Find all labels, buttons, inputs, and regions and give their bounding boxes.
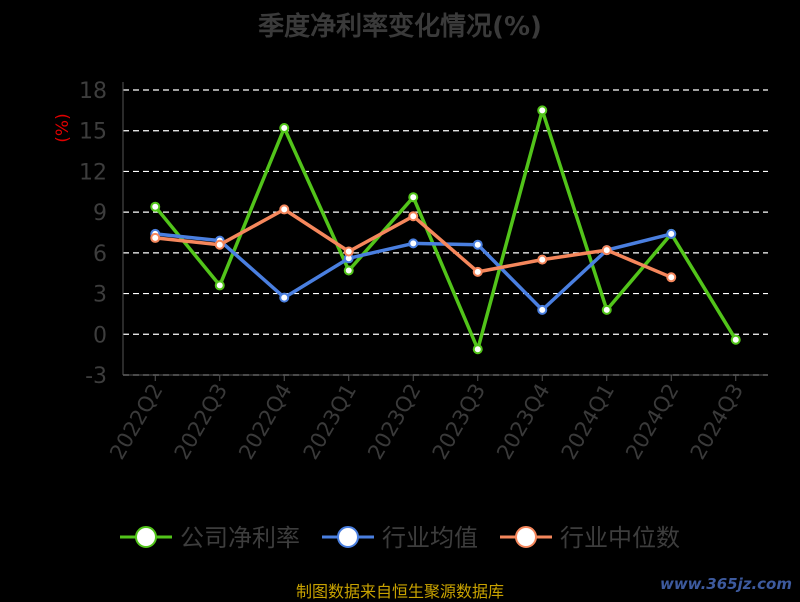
data-point (214, 280, 225, 291)
data-point (601, 245, 612, 256)
x-tick-label: 2022Q4 (234, 380, 296, 464)
data-point (537, 304, 548, 315)
x-tick-label: 2024Q2 (621, 380, 683, 464)
data-point (408, 211, 419, 222)
data-point (666, 228, 677, 239)
legend-marker (515, 526, 537, 548)
data-point (730, 334, 741, 345)
legend-marker (337, 526, 359, 548)
data-point (150, 232, 161, 243)
chart-title: 季度净利率变化情况(%) (258, 12, 542, 42)
y-tick-label: 12 (79, 160, 107, 185)
data-point (408, 192, 419, 203)
data-point (472, 239, 483, 250)
data-point (343, 246, 354, 257)
x-tick-label: 2024Q1 (557, 380, 619, 464)
watermark: www.365jz.com (659, 575, 792, 593)
x-tick-label: 2024Q3 (686, 380, 748, 464)
data-point (537, 254, 548, 265)
y-tick-label: 18 (79, 79, 107, 104)
legend: 公司净利率 行业均值 行业中位数 (120, 524, 680, 552)
legend-marker (135, 526, 157, 548)
y-tick-label: 9 (93, 201, 107, 226)
data-point (666, 272, 677, 283)
x-tick-label: 2022Q3 (170, 380, 232, 464)
data-point (343, 265, 354, 276)
data-point (472, 344, 483, 355)
series-line-1 (153, 108, 738, 351)
data-point (214, 239, 225, 250)
data-point (150, 201, 161, 212)
x-tick-label: 2023Q1 (299, 380, 361, 464)
x-tick-label: 2023Q2 (363, 380, 425, 464)
data-point (408, 238, 419, 249)
x-tick-label: 2023Q3 (428, 380, 490, 464)
data-point (601, 304, 612, 315)
y-tick-label: -3 (85, 364, 107, 389)
x-tick-label: 2022Q2 (105, 380, 167, 464)
legend-label: 行业均值 (382, 524, 478, 552)
legend-label: 公司净利率 (180, 524, 300, 552)
y-axis-label: (%) (53, 113, 73, 142)
data-point (279, 204, 290, 215)
data-point (279, 292, 290, 303)
y-tick-label: 15 (79, 120, 107, 145)
source-note: 制图数据来自恒生聚源数据库 (295, 582, 504, 601)
y-tick-label: 6 (93, 242, 107, 267)
data-point (472, 266, 483, 277)
data-point (279, 123, 290, 133)
x-tick-label: 2023Q4 (492, 380, 554, 464)
data-point (537, 105, 548, 116)
series-lines (150, 105, 741, 355)
legend-label: 行业中位数 (560, 524, 680, 552)
y-tick-label: 3 (93, 283, 107, 308)
y-tick-label: 0 (93, 323, 107, 348)
